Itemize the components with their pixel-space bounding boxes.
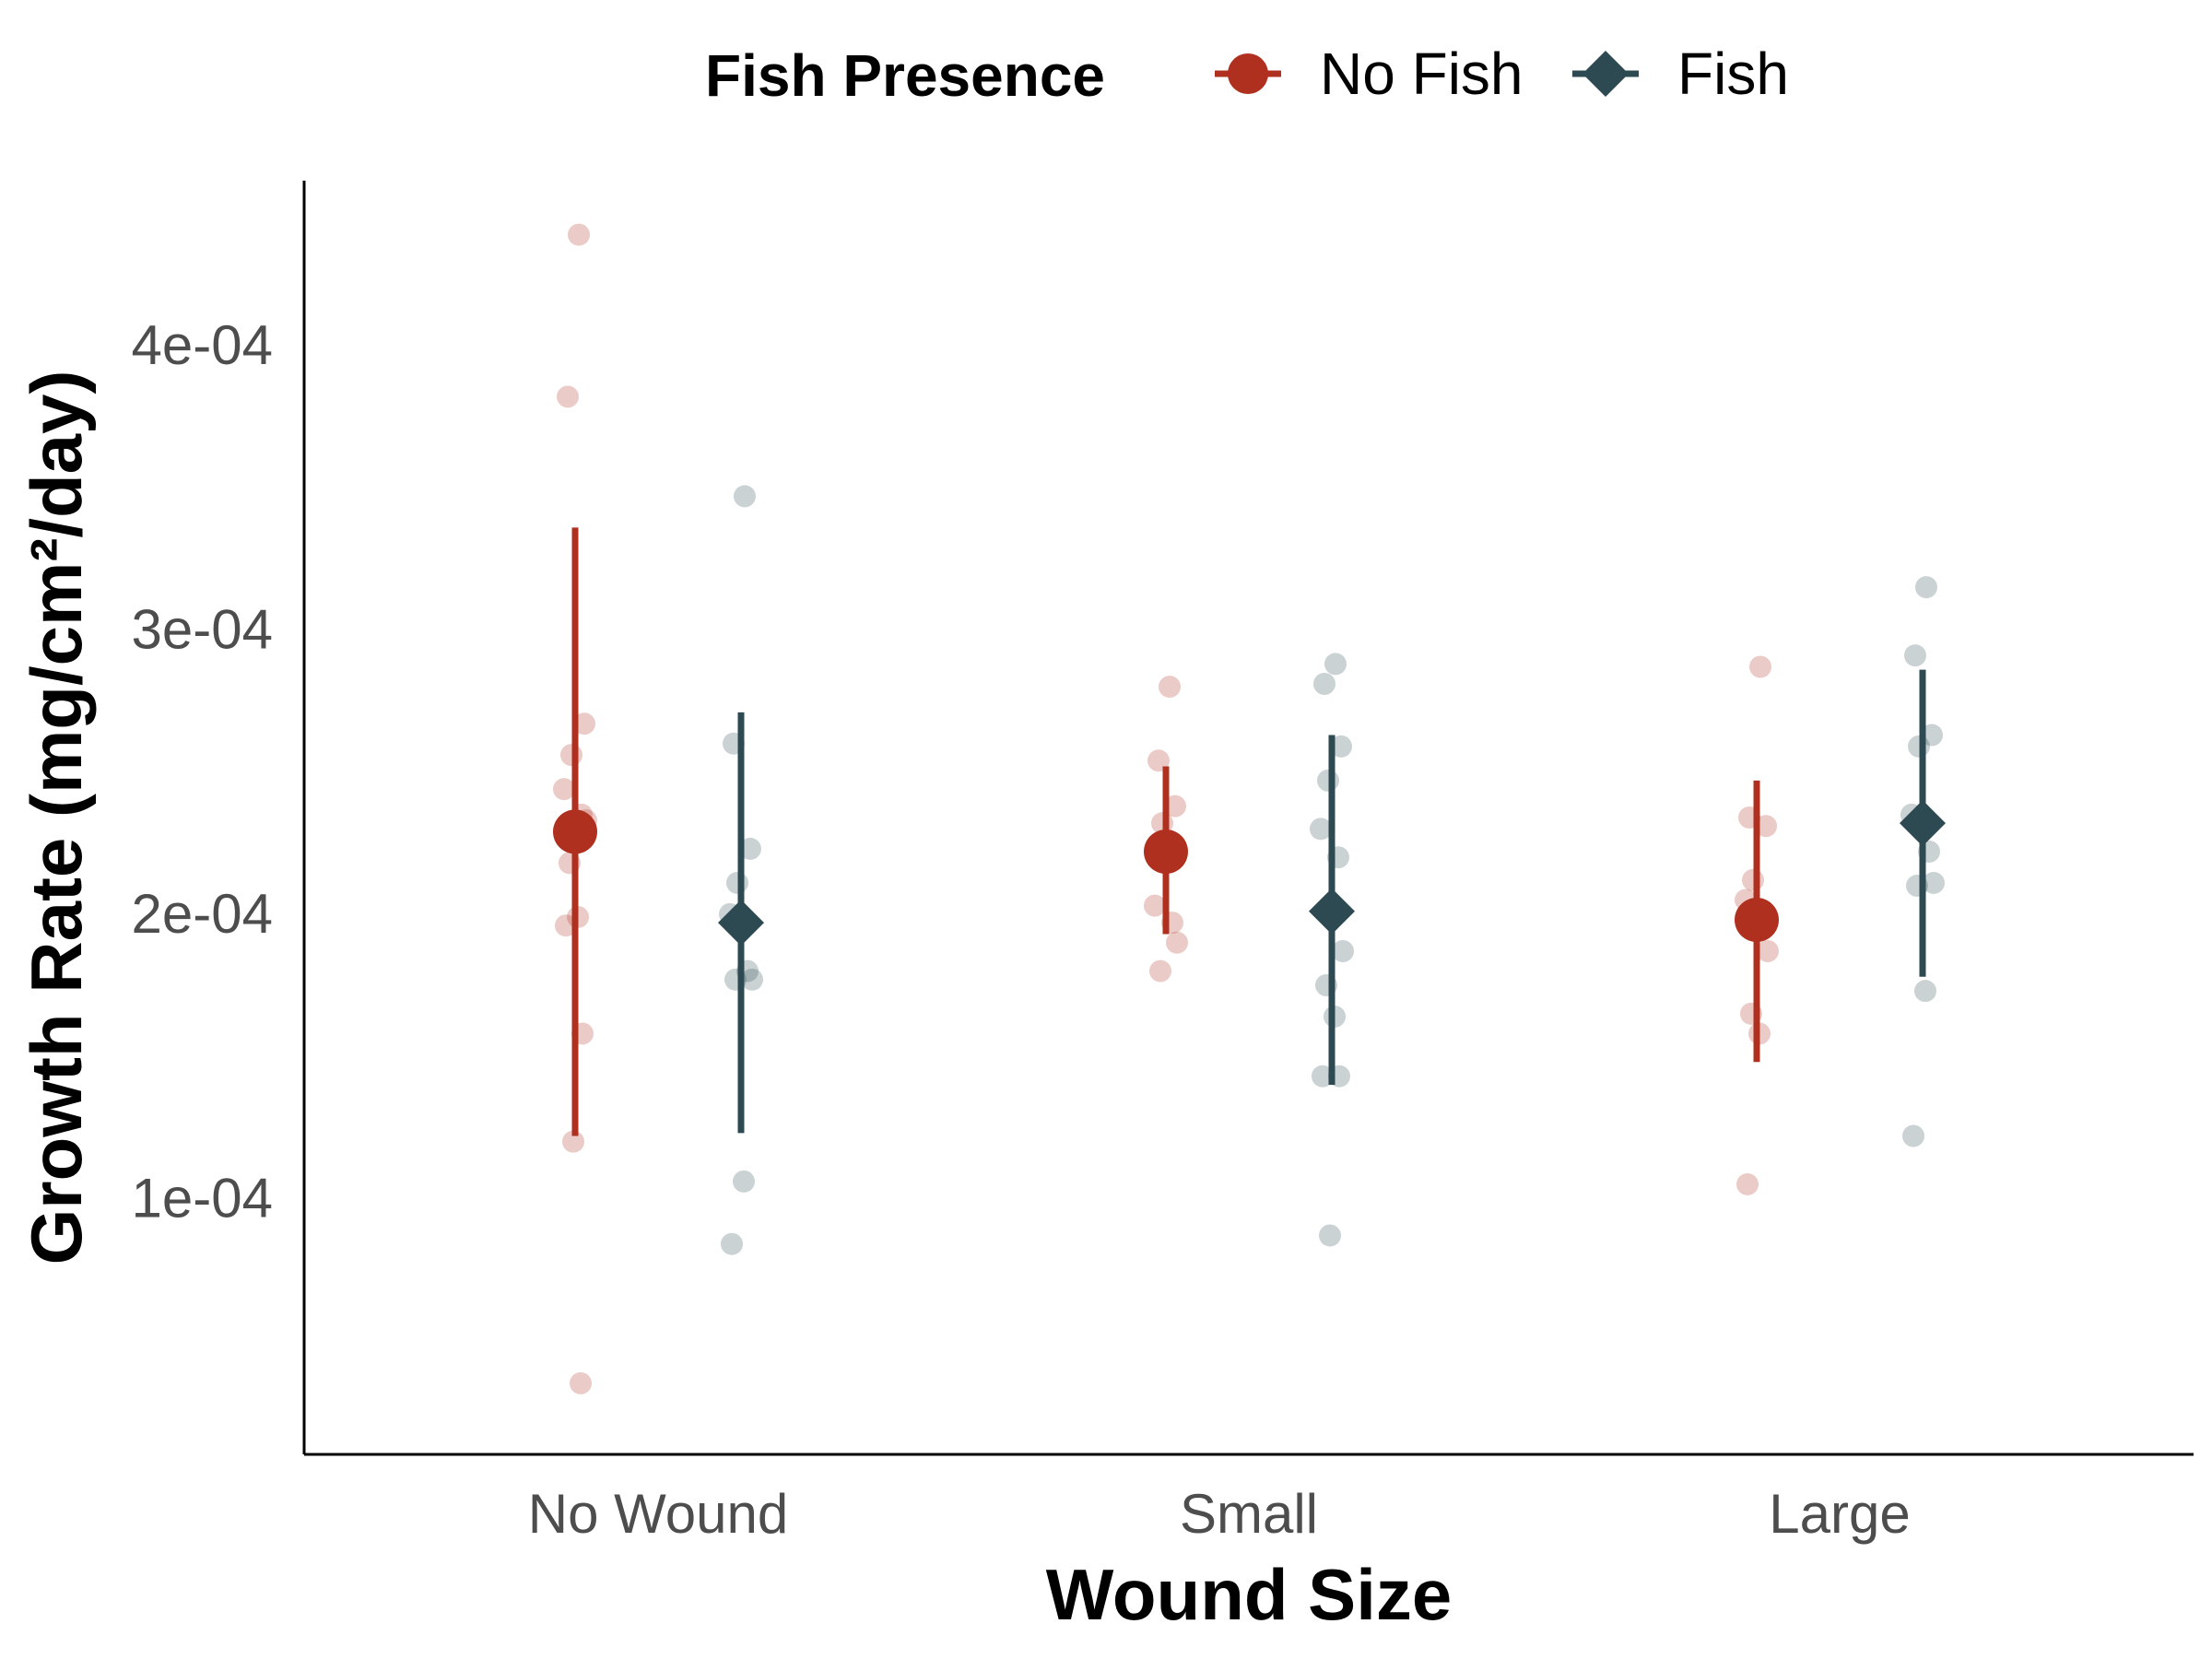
data-point-fish-large — [1923, 871, 1945, 894]
data-point-fish-small — [1324, 653, 1347, 676]
data-point-fish-large — [1904, 644, 1926, 667]
mean-marker-fish-small — [1309, 888, 1355, 935]
data-point-no-fish-no-wound — [560, 744, 582, 767]
data-point-no-fish-no-wound — [568, 223, 590, 246]
data-point-fish-small — [1332, 939, 1354, 962]
data-point-no-fish-no-wound — [557, 385, 579, 408]
data-point-no-fish-small — [1159, 676, 1181, 699]
x-axis-title: Wound Size — [1046, 1554, 1453, 1635]
data-point-fish-large — [1902, 1124, 1924, 1147]
data-point-fish-no-wound — [733, 1170, 755, 1193]
mean-marker-no-fish-no-wound — [553, 809, 597, 854]
data-point-no-fish-no-wound — [573, 712, 595, 735]
x-tick-label-large: Large — [1769, 1483, 1910, 1545]
raw-points — [553, 223, 1945, 1394]
data-point-no-fish-large — [1755, 815, 1777, 838]
data-point-no-fish-no-wound — [562, 1130, 584, 1153]
data-point-fish-small — [1312, 1065, 1334, 1088]
legend-title: Fish Presence — [705, 42, 1105, 109]
x-tick-label-small: Small — [1180, 1483, 1318, 1545]
data-point-fish-large — [1908, 735, 1930, 758]
data-point-fish-no-wound — [726, 871, 748, 894]
mean-markers — [553, 800, 1946, 947]
data-point-fish-small — [1319, 1224, 1341, 1247]
data-point-no-fish-small — [1166, 931, 1188, 954]
legend: Fish Presence No Fish Fish — [705, 41, 1789, 109]
mean-marker-no-fish-large — [1735, 898, 1779, 943]
data-point-no-fish-no-wound — [570, 1371, 592, 1394]
data-point-no-fish-no-wound — [553, 778, 575, 801]
mean-marker-fish-no-wound — [718, 900, 764, 947]
y-tick-label: 1e-04 — [132, 1167, 273, 1229]
x-tick-label-no-wound: No Wound — [528, 1483, 788, 1545]
mean-marker-fish-large — [1900, 800, 1946, 847]
data-point-no-fish-large — [1742, 868, 1764, 891]
data-point-fish-large — [1914, 980, 1936, 1003]
y-tick-label: 4e-04 — [132, 314, 273, 376]
data-point-no-fish-small — [1144, 894, 1166, 917]
y-axis-title: Growth Rate (mg/cm²/day) — [16, 371, 97, 1265]
data-point-fish-small — [1317, 769, 1339, 792]
data-point-no-fish-large — [1757, 939, 1779, 962]
y-tick-label: 2e-04 — [132, 883, 273, 945]
data-point-fish-small — [1310, 818, 1332, 841]
error-bars — [571, 527, 1926, 1136]
data-point-fish-no-wound — [741, 968, 763, 991]
y-tick-labels: 1e-04 2e-04 3e-04 4e-04 — [132, 314, 273, 1229]
data-point-fish-no-wound — [734, 485, 756, 508]
data-point-no-fish-large — [1736, 1172, 1759, 1195]
data-point-fish-large — [1915, 576, 1937, 599]
x-tick-labels: No Wound Small Large — [528, 1483, 1911, 1545]
data-point-no-fish-small — [1164, 794, 1186, 818]
legend-key-marker-fish — [1583, 51, 1629, 97]
plot-area: 1e-04 2e-04 3e-04 4e-04 No Wound Small Large — [132, 181, 2194, 1545]
legend-key-marker-no-fish — [1228, 53, 1268, 94]
data-point-fish-no-wound — [721, 1232, 743, 1255]
legend-item-fish: Fish — [1572, 41, 1789, 107]
legend-label-fish: Fish — [1677, 41, 1789, 107]
data-point-no-fish-large — [1749, 655, 1771, 678]
data-point-fish-small — [1313, 673, 1335, 696]
legend-item-no-fish: No Fish — [1215, 41, 1524, 107]
data-point-no-fish-small — [1147, 749, 1170, 772]
y-tick-label: 3e-04 — [132, 598, 273, 660]
data-point-no-fish-small — [1149, 959, 1171, 982]
legend-label-no-fish: No Fish — [1320, 41, 1524, 107]
data-point-fish-no-wound — [739, 837, 761, 860]
data-point-fish-large — [1921, 724, 1943, 747]
mean-marker-no-fish-small — [1144, 830, 1188, 875]
data-point-fish-small — [1330, 735, 1352, 758]
data-point-no-fish-no-wound — [555, 914, 577, 937]
